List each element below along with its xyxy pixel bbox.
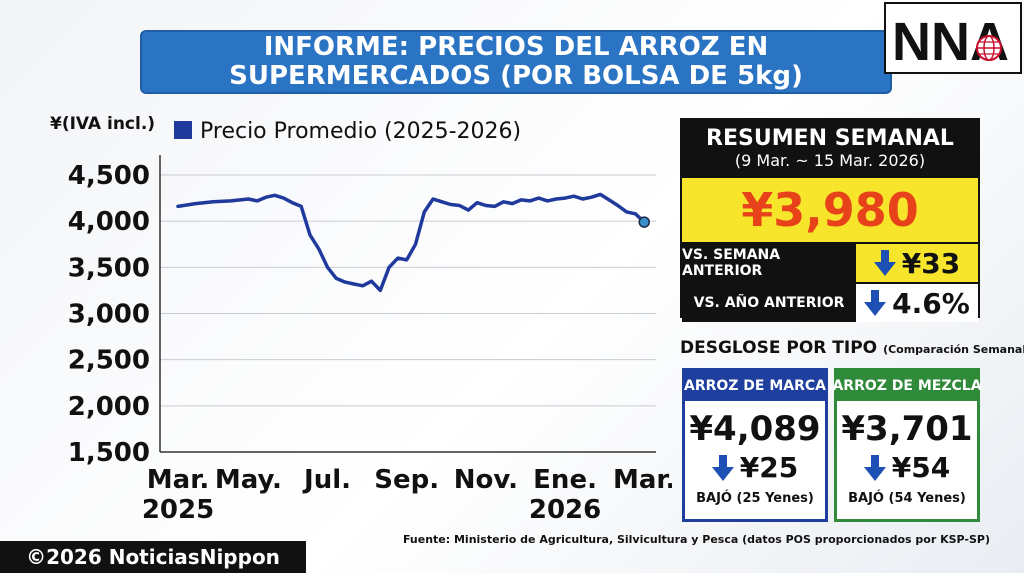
summary-price: ¥3,980 xyxy=(682,176,978,242)
summary-title: RESUMEN SEMANAL xyxy=(706,125,954,151)
row-vs-last-year-label: VS. AÑO ANTERIOR xyxy=(682,284,856,322)
summary-header: RESUMEN SEMANAL (9 Mar. ~ 15 Mar. 2026) xyxy=(682,120,978,176)
card-brand-header: ARROZ DE MARCA xyxy=(684,371,826,401)
card-blend-header: ARROZ DE MEZCLA xyxy=(832,371,982,401)
row-vs-last-year-amount: 4.6% xyxy=(892,286,970,320)
legend-label: Precio Promedio (2025-2026) xyxy=(200,119,521,144)
source-note: Fuente: Ministerio de Agricultura, Silvi… xyxy=(402,533,990,546)
latest-point-marker xyxy=(638,216,650,228)
y-tick-label: 4,000 xyxy=(68,207,150,237)
card-brand-rice: ARROZ DE MARCA ¥4,089 ¥25 BAJÓ (25 Yenes… xyxy=(682,368,828,522)
price-chart: 4,500 4,000 3,500 3,000 2,500 2,000 1,500 Mar.… xyxy=(0,105,676,525)
globe-icon xyxy=(976,35,1002,61)
summary-period: (9 Mar. ~ 15 Mar. 2026) xyxy=(734,150,926,170)
card-brand-change: ¥25 xyxy=(685,451,825,485)
row-vs-last-year-value: 4.6% xyxy=(856,284,978,322)
y-tick-labels: 4,500 4,000 3,500 3,000 2,500 2,000 1,500 xyxy=(68,161,150,468)
arrow-down-icon xyxy=(864,290,887,316)
title-line-2: SUPERMERCADOS (POR BOLSA DE 5kg) xyxy=(229,61,803,91)
arrow-down-icon xyxy=(873,250,896,276)
y-tick-label: 2,500 xyxy=(68,346,150,376)
card-brand-change-value: ¥25 xyxy=(739,451,799,484)
row-vs-last-week: VS. SEMANA ANTERIOR ¥33 xyxy=(682,242,978,282)
chart-svg: 4,500 4,000 3,500 3,000 2,500 2,000 1,500 Mar.… xyxy=(50,114,676,525)
title-line-1: INFORME: PRECIOS DEL ARROZ EN xyxy=(263,32,769,62)
breakdown-subtitle: (Comparación Semanal) xyxy=(883,343,1024,356)
card-brand-note: BAJÓ (25 Yenes) xyxy=(696,491,814,506)
x-tick-year-label: 2025 xyxy=(142,495,214,525)
x-tick-label: May. xyxy=(215,465,282,495)
row-vs-last-week-value: ¥33 xyxy=(856,244,978,282)
x-tick-label: Ene. xyxy=(533,465,597,495)
row-vs-last-week-label: VS. SEMANA ANTERIOR xyxy=(682,244,856,282)
arrow-down-icon xyxy=(711,455,734,481)
x-tick-label: Nov. xyxy=(454,465,518,495)
y-tick-label: 1,500 xyxy=(68,438,150,468)
weekly-summary: RESUMEN SEMANAL (9 Mar. ~ 15 Mar. 2026) … xyxy=(680,118,980,322)
series-layer xyxy=(176,192,650,293)
breakdown-title: DESGLOSE POR TIPO (Comparación Semanal) xyxy=(680,338,1024,364)
x-tick-label: Sep. xyxy=(374,465,439,495)
row-vs-last-week-amount: ¥33 xyxy=(901,246,961,280)
row-vs-last-year: VS. AÑO ANTERIOR 4.6% xyxy=(682,282,978,322)
y-tick-label: 3,000 xyxy=(68,300,150,330)
card-blend-note: BAJÓ (54 Yenes) xyxy=(848,491,966,506)
y-tick-label: 4,500 xyxy=(68,161,150,191)
card-blend-change-value: ¥54 xyxy=(891,451,951,484)
y-tick-label: 2,000 xyxy=(68,392,150,422)
y-axis-label: ¥(IVA incl.) xyxy=(50,114,155,134)
nna-logo: NNA xyxy=(884,2,1022,74)
y-tick-label: 3,500 xyxy=(68,253,150,283)
logo-graphic: NNA xyxy=(892,12,1009,72)
legend-swatch xyxy=(174,121,192,139)
card-blend-rice: ARROZ DE MEZCLA ¥3,701 ¥54 BAJÓ (54 Yene… xyxy=(832,368,982,522)
x-tick-year-label: 2026 xyxy=(529,495,601,525)
card-brand-price: ¥4,089 xyxy=(689,409,821,449)
copyright-badge: ©2026 NoticiasNippon xyxy=(0,541,306,573)
x-tick-label: Jul. xyxy=(302,465,351,495)
title-banner: INFORME: PRECIOS DEL ARROZ EN SUPERMERCA… xyxy=(140,30,892,94)
grid-layer xyxy=(159,155,656,453)
x-tick-label: Mar. xyxy=(147,465,209,495)
card-blend-price: ¥3,701 xyxy=(841,409,973,449)
series-line xyxy=(176,192,646,293)
card-blend-change: ¥54 xyxy=(837,451,977,485)
arrow-down-icon xyxy=(863,455,886,481)
breakdown-heading: DESGLOSE POR TIPO xyxy=(680,338,878,358)
x-tick-label: Mar. xyxy=(613,465,672,495)
